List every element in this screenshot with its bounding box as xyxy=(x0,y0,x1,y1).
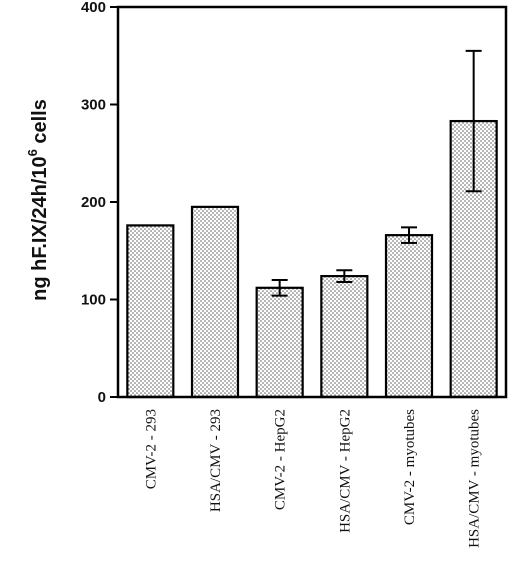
error-bar-3 xyxy=(271,279,288,297)
y-tick-label-200: 200 xyxy=(81,194,106,211)
y-tick-label-300: 300 xyxy=(81,97,106,114)
bar-4 xyxy=(320,275,369,399)
y-axis-label-superscript: 6 xyxy=(25,149,40,156)
x-tick-label-4: HSA/CMV - HepG2 xyxy=(337,409,353,533)
x-tick-label-6: HSA/CMV - myotubes xyxy=(467,409,483,548)
bar-2 xyxy=(190,205,240,399)
error-bar-5 xyxy=(401,226,417,244)
bar-5 xyxy=(384,234,434,399)
plot-frame xyxy=(116,5,508,399)
y-tick-label-400: 400 xyxy=(81,0,106,16)
bar-1 xyxy=(126,224,175,399)
x-tick-label-1: CMV-2 - 293 xyxy=(143,409,159,489)
x-axis-labels: CMV-2 - 293 HSA/CMV - 293 CMV-2 - HepG2 HSA… xyxy=(143,409,482,548)
y-tick-label-100: 100 xyxy=(81,292,106,309)
x-tick-label-5: CMV-2 - myotubes xyxy=(402,409,418,525)
error-bars-group xyxy=(271,49,482,297)
y-tick-label-0: 0 xyxy=(98,389,106,406)
y-axis-label-suffix: cells xyxy=(29,99,51,149)
error-bar-4 xyxy=(336,269,353,283)
x-tick-label-2: HSA/CMV - 293 xyxy=(208,409,224,512)
bars-group xyxy=(126,119,498,399)
x-tick-label-3: CMV-2 - HepG2 xyxy=(273,409,289,510)
bar-3 xyxy=(255,286,304,399)
y-axis-ticks: 0 100 200 300 400 xyxy=(81,0,118,406)
y-axis-label-prefix: ng hF.IX/24h/10 xyxy=(29,156,51,300)
y-axis-label: ng hF.IX/24h/106 cells xyxy=(25,99,51,301)
error-bar-6 xyxy=(465,49,482,193)
